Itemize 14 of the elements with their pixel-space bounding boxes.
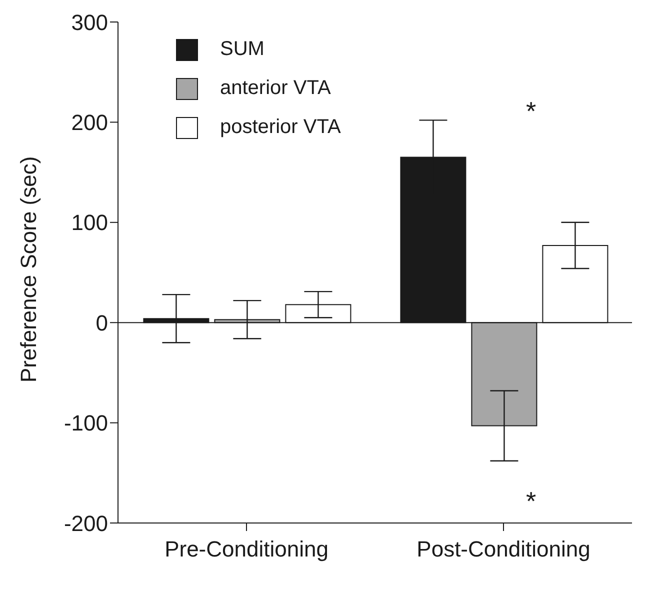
- legend-label: anterior VTA: [220, 77, 331, 100]
- legend-label: posterior VTA: [220, 116, 341, 139]
- x-tick-label: Post-Conditioning: [416, 536, 590, 562]
- legend-label: SUM: [220, 38, 264, 61]
- y-tick-label: 200: [71, 110, 108, 136]
- y-axis-title: Preference Score (sec): [16, 156, 41, 382]
- x-tick-label: Pre-Conditioning: [164, 536, 328, 562]
- y-tick-label: 300: [71, 10, 108, 35]
- y-tick-label: 100: [71, 210, 108, 236]
- y-tick-label: 0: [96, 310, 108, 336]
- y-tick-label: -100: [64, 410, 108, 436]
- annotation: *: [526, 486, 536, 516]
- y-tick-label: -200: [64, 510, 108, 536]
- annotation: *: [526, 96, 536, 126]
